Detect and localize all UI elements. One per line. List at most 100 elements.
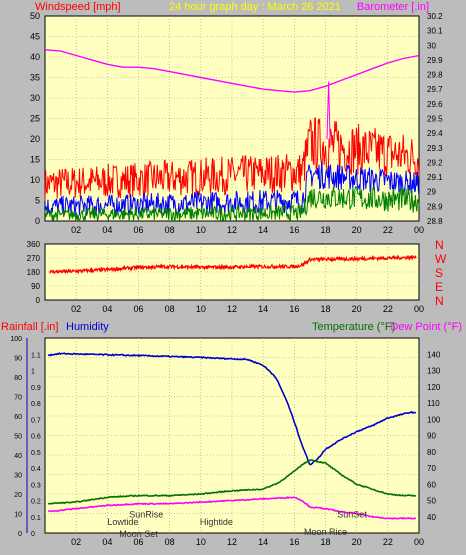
- y-tick-left: 30: [30, 93, 40, 103]
- y-tick-temp: 110: [427, 399, 440, 408]
- y-tick-rain: 0.8: [31, 401, 41, 408]
- y-tick-right: 29.7: [427, 85, 443, 94]
- x-tick-label: 20: [352, 304, 362, 314]
- gust-peak: [326, 81, 331, 144]
- y-tick-right: 28.9: [427, 202, 443, 211]
- annotation: SunSet: [337, 509, 367, 519]
- y-tick-direction: 360: [27, 240, 41, 249]
- y-tick-humidity: 30: [14, 473, 22, 480]
- x-tick-label: 18: [320, 304, 330, 314]
- x-tick-label: 14: [258, 304, 268, 314]
- y-tick-right: 29.2: [427, 158, 443, 167]
- wind-grid: [45, 16, 419, 221]
- y-tick-rain: 0: [31, 531, 35, 538]
- y-tick-left: 10: [30, 175, 40, 185]
- compass-label: W: [435, 252, 447, 266]
- y-tick-temp: 120: [427, 383, 441, 392]
- y-tick-rain: 0.5: [31, 450, 41, 457]
- series-dewpoint: [47, 496, 417, 520]
- x-tick-label: 16: [289, 304, 299, 314]
- annotation: SunRise: [129, 509, 163, 519]
- y-tick-left: 5: [35, 196, 40, 206]
- x-tick-label: 18: [320, 225, 330, 235]
- y-tick-temp: 100: [427, 415, 441, 424]
- y-tick-right: 29.9: [427, 56, 443, 65]
- x-tick-label: 12: [227, 304, 237, 314]
- x-tick-label: 08: [165, 225, 175, 235]
- y-tick-left: 35: [30, 73, 40, 83]
- y-tick-right: 28.8: [427, 217, 443, 226]
- y-tick-right: 29.1: [427, 173, 443, 182]
- dewpoint-label: Dew Point (°F): [390, 321, 462, 333]
- y-tick-rain: 0.4: [31, 466, 41, 473]
- series-barometer: [44, 49, 420, 93]
- annotation: Hightide: [200, 517, 233, 527]
- humidity-label: Humidity: [66, 321, 109, 333]
- wind-axes: 0 5 10 15 20 25 30 35 40 45 50 28.8 28.9 29 29.1 29.2 29…: [30, 11, 443, 235]
- y-tick-left: 45: [30, 32, 40, 42]
- y-tick-humidity: 0: [18, 531, 22, 538]
- x-tick-label: 04: [102, 225, 112, 235]
- x-tick-label: 12: [227, 225, 237, 235]
- y-tick-right: 29.8: [427, 71, 443, 80]
- x-tick-label: 14: [258, 537, 268, 547]
- y-tick-left: 40: [30, 52, 40, 62]
- climate-series: [47, 352, 417, 520]
- y-tick-direction: 180: [27, 268, 41, 277]
- x-tick-label: 10: [196, 225, 206, 235]
- y-tick-rain: 0.2: [31, 499, 41, 506]
- y-tick-right: 30: [427, 41, 436, 50]
- y-tick-direction: 90: [31, 282, 40, 291]
- x-tick-label: 20: [352, 537, 362, 547]
- y-tick-temp: 140: [427, 350, 441, 359]
- x-tick-label: 04: [102, 304, 112, 314]
- y-tick-rain: 0.6: [31, 434, 41, 441]
- x-tick-label: 06: [133, 537, 143, 547]
- y-tick-right: 29: [427, 188, 436, 197]
- y-tick-temp: 70: [427, 464, 436, 473]
- y-tick-left: 20: [30, 134, 40, 144]
- y-tick-humidity: 20: [14, 492, 22, 499]
- x-tick-label: 16: [289, 225, 299, 235]
- y-tick-humidity: 10: [14, 512, 22, 519]
- y-tick-left: 25: [30, 114, 40, 124]
- y-tick-direction: 0: [36, 296, 41, 305]
- y-tick-humidity: 50: [14, 434, 22, 441]
- windspeed-label: Windspeed [mph]: [35, 1, 121, 13]
- compass-label: N: [435, 294, 444, 308]
- x-tick-label: 00: [414, 537, 424, 547]
- x-tick-label: 16: [289, 537, 299, 547]
- x-tick-label: 00: [414, 225, 424, 235]
- x-tick-label: 04: [102, 537, 112, 547]
- y-tick-humidity: 80: [14, 375, 22, 382]
- x-tick-label: 02: [71, 537, 81, 547]
- y-tick-temp: 90: [427, 432, 436, 441]
- series-humidity: [47, 352, 416, 466]
- compass-label: S: [435, 266, 443, 280]
- x-tick-label: 14: [258, 225, 268, 235]
- x-tick-label: 20: [352, 225, 362, 235]
- x-tick-label: 00: [414, 304, 424, 314]
- y-tick-right: 29.4: [427, 129, 443, 138]
- y-tick-left: 15: [30, 155, 40, 165]
- y-tick-rain: 1.1: [31, 352, 41, 359]
- compass-label: N: [435, 238, 444, 252]
- annotation: Lowtide: [107, 517, 138, 527]
- y-tick-right: 30.1: [427, 27, 443, 36]
- y-tick-right: 29.3: [427, 144, 443, 153]
- compass-label: E: [435, 280, 443, 294]
- x-tick-label: 10: [196, 304, 206, 314]
- annotation: Moon Set: [119, 529, 158, 539]
- y-tick-temp: 60: [427, 480, 436, 489]
- series-wind-low: [44, 186, 420, 223]
- climate-axes: 010203040506070809010000.10.20.30.40.50.…: [10, 336, 441, 547]
- y-tick-right: 29.6: [427, 100, 443, 109]
- x-tick-label: 06: [133, 225, 143, 235]
- y-tick-temp: 130: [427, 367, 441, 376]
- y-tick-temp: 40: [427, 513, 436, 522]
- y-tick-left: 0: [35, 216, 40, 226]
- x-tick-label: 22: [383, 537, 393, 547]
- y-tick-rain: 0.9: [31, 385, 41, 392]
